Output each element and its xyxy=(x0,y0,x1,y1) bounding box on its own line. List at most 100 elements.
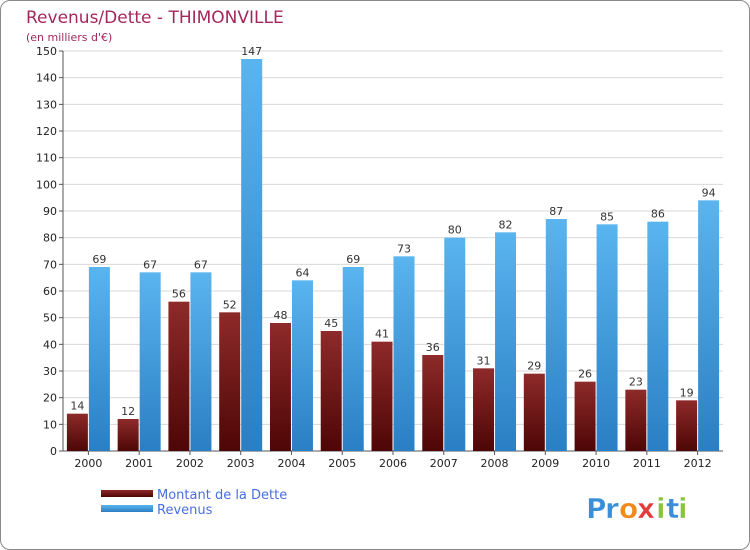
revenue-bar xyxy=(596,224,618,451)
debt-value-label: 48 xyxy=(273,309,287,322)
y-tick-label: 70 xyxy=(43,258,57,271)
y-tick-label: 110 xyxy=(36,152,57,165)
legend-label: Revenus xyxy=(157,503,213,518)
y-tick-label: 100 xyxy=(36,178,57,191)
debt-bar xyxy=(269,323,291,451)
debt-value-label: 52 xyxy=(223,298,237,311)
debt-value-label: 26 xyxy=(578,368,592,381)
x-tick-label: 2006 xyxy=(379,457,407,470)
revenue-bar xyxy=(241,59,263,451)
debt-bar xyxy=(422,355,444,451)
y-tick-label: 90 xyxy=(43,205,57,218)
x-tick-label: 2005 xyxy=(328,457,356,470)
x-tick-label: 2004 xyxy=(277,457,305,470)
debt-value-label: 12 xyxy=(121,405,135,418)
x-tick-label: 2009 xyxy=(531,457,559,470)
x-tick-label: 2007 xyxy=(430,457,458,470)
revenue-value-label: 82 xyxy=(499,218,513,231)
revenue-value-label: 85 xyxy=(600,210,614,223)
debt-bar xyxy=(371,341,393,451)
chart-subtitle: (en milliers d'€) xyxy=(26,31,112,44)
debt-bar xyxy=(66,413,88,451)
legend-swatch xyxy=(101,490,153,497)
value-labels: 14 69 12 67 56 67 52 147 48 64 45 69 41 73 36 80 31 82 29 8… xyxy=(70,45,715,418)
revenue-value-label: 94 xyxy=(702,186,716,199)
axes: 0 10 20 30 40 50 60 70 80 90 100 110 120 130 140 150 200… xyxy=(36,45,723,470)
bars xyxy=(66,59,720,451)
y-tick-label: 20 xyxy=(43,392,57,405)
y-tick-label: 30 xyxy=(43,365,57,378)
debt-value-label: 23 xyxy=(629,376,643,389)
logo-letter: i xyxy=(656,492,666,525)
revenue-bar xyxy=(495,232,517,451)
x-tick-label: 2002 xyxy=(176,457,204,470)
x-tick-label: 2010 xyxy=(582,457,610,470)
debt-value-label: 36 xyxy=(426,341,440,354)
y-tick-label: 80 xyxy=(43,232,57,245)
debt-bar xyxy=(117,419,139,451)
logo-letter: o xyxy=(619,492,638,525)
revenue-bar xyxy=(190,272,212,451)
revenue-value-label: 67 xyxy=(194,258,208,271)
x-tick-label: 2000 xyxy=(74,457,102,470)
debt-bar xyxy=(574,381,596,451)
debt-value-label: 45 xyxy=(324,317,338,330)
y-tick-label: 140 xyxy=(36,72,57,85)
y-tick-label: 150 xyxy=(36,45,57,58)
debt-value-label: 31 xyxy=(477,354,491,367)
x-tick-label: 2003 xyxy=(227,457,255,470)
debt-bar xyxy=(473,368,495,451)
logo-letter: t xyxy=(666,492,679,525)
y-tick-label: 50 xyxy=(43,312,57,325)
revenue-bar xyxy=(291,280,313,451)
logo-letter: i xyxy=(678,492,688,525)
x-tick-label: 2001 xyxy=(125,457,153,470)
revenue-bar xyxy=(342,267,364,451)
legend-swatch xyxy=(101,505,153,512)
y-tick-label: 0 xyxy=(50,445,57,458)
y-tick-label: 60 xyxy=(43,285,57,298)
debt-value-label: 19 xyxy=(680,386,694,399)
debt-bar xyxy=(219,312,241,451)
debt-bar xyxy=(625,389,647,451)
y-tick-label: 120 xyxy=(36,125,57,138)
debt-bar xyxy=(676,400,698,451)
debt-value-label: 29 xyxy=(527,360,541,373)
debt-value-label: 56 xyxy=(172,288,186,301)
debt-bar xyxy=(168,301,190,451)
y-tick-label: 10 xyxy=(43,418,57,431)
logo-letter: r xyxy=(605,492,619,525)
revenue-bar xyxy=(139,272,161,451)
revenue-value-label: 147 xyxy=(241,45,262,58)
revenue-value-label: 73 xyxy=(397,242,411,255)
x-tick-label: 2008 xyxy=(481,457,509,470)
revenue-value-label: 80 xyxy=(448,224,462,237)
y-tick-label: 40 xyxy=(43,338,57,351)
x-tick-label: 2012 xyxy=(684,457,712,470)
proxiti-logo: Pr ox i ti xyxy=(586,492,688,526)
logo-letter: x xyxy=(637,492,655,525)
debt-value-label: 14 xyxy=(70,400,84,413)
legend-label: Montant de la Dette xyxy=(157,488,287,503)
revenue-bar xyxy=(88,267,110,451)
revenue-value-label: 64 xyxy=(295,266,309,279)
revenue-bar xyxy=(444,237,466,451)
logo-letter: P xyxy=(586,492,607,525)
revenue-bar xyxy=(647,221,669,451)
revenue-bar xyxy=(698,200,720,451)
chart-title: Revenus/Dette - THIMONVILLE xyxy=(26,8,284,28)
revenue-bar xyxy=(393,256,415,451)
debt-value-label: 41 xyxy=(375,328,389,341)
revenue-value-label: 69 xyxy=(346,253,360,266)
revenue-value-label: 86 xyxy=(651,208,665,221)
debt-bar xyxy=(320,331,342,451)
grid-lines xyxy=(63,50,723,425)
revenue-value-label: 69 xyxy=(92,253,106,266)
debt-bar xyxy=(523,373,545,451)
revenue-value-label: 67 xyxy=(143,258,157,271)
revenue-value-label: 87 xyxy=(549,205,563,218)
revenue-bar xyxy=(545,219,567,451)
